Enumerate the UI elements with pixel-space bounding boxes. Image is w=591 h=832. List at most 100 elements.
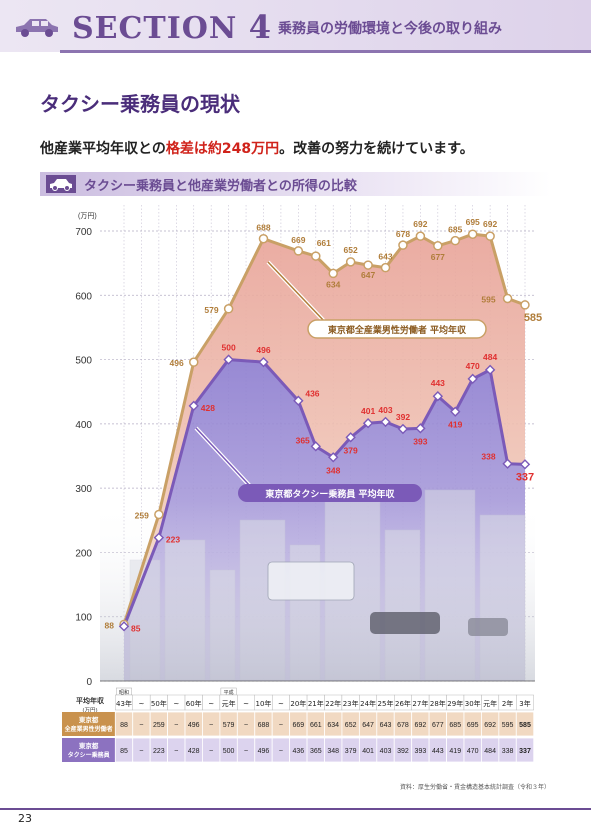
source-note: 資料：厚生労働省・賃金構造基本統計調査（令和３年） [400,784,551,791]
legend-label-all-industry: 東京都全産業男性労働者 平均年収 [328,324,467,336]
point-all-industry [363,260,373,270]
x-label-cell [516,694,534,711]
era-marker: 昭和 [119,689,129,696]
point-all-industry [188,357,199,367]
table-cell: 585 [519,722,531,729]
point-taxi-drivers [258,356,269,368]
point-taxi-drivers [380,416,391,428]
point-taxi-drivers [432,391,444,402]
bus-shape [267,561,355,601]
point-taxi-drivers [519,459,531,470]
y-tick-label: 0 [86,677,92,688]
point-all-industry [485,231,495,241]
table-cell: 393 [415,748,427,755]
label-all-industry: 678 [396,229,410,239]
x-tick-label: ~ [278,700,284,708]
x-tick-label: 24年 [360,699,376,708]
point-all-industry [311,251,321,261]
label-taxi-drivers: 470 [466,361,480,371]
table-cell: ~ [244,748,248,755]
label-all-industry: 579 [204,305,218,315]
table-cell: 685 [449,722,461,729]
label-taxi-drivers: 338 [481,452,495,462]
label-all-industry: 88 [105,620,115,630]
x-tick-label: ~ [208,700,214,708]
table-cell-bg [515,737,535,763]
label-all-industry: 677 [431,252,445,262]
point-taxi-drivers [345,432,356,443]
point-taxi-drivers [397,423,409,435]
page-title: タクシー乗務員の現状 [40,92,240,116]
chart-title: タクシー乗務員と他産業労働者との所得の比較 [84,179,357,194]
footer-rule [0,808,591,810]
table-cell: 579 [223,722,235,729]
point-taxi-drivers [293,395,304,406]
table-cell: 403 [380,748,392,755]
table-cell-bg [515,711,535,737]
label-taxi-drivers: 337 [516,471,534,483]
table-row-header-unit: (万円) [82,707,97,714]
x-tick-label: 3年 [519,699,530,708]
table-cell: 669 [293,722,305,729]
point-taxi-drivers [328,452,339,463]
y-tick-label: 400 [75,420,92,431]
lead-highlight: 格差は約248万円 [165,141,280,157]
point-taxi-drivers [362,418,374,429]
table-cell: 428 [188,748,200,755]
point-all-industry [223,304,234,314]
table-cell: ~ [174,748,178,755]
table-cell: 379 [345,748,357,755]
y-tick-label: 300 [75,484,92,495]
point-all-industry [433,241,443,251]
label-all-industry: 692 [413,219,427,229]
label-all-industry: 669 [291,235,305,245]
point-all-industry [154,509,164,520]
x-tick-label: 29年 [447,699,463,708]
point-all-industry [467,229,478,239]
y-tick-label: 100 [75,613,92,624]
point-all-industry [398,240,408,250]
point-taxi-drivers [502,458,513,469]
section-header-band: SECTION 4 乗務員の労働環境と今後の取り組み [0,0,591,52]
table-cell: 365 [310,748,322,755]
table-cell: 401 [362,748,374,755]
table-row-label: タクシー乗務員 [68,751,110,759]
table-cell: ~ [209,748,213,755]
era-marker: 平成 [224,689,234,696]
label-taxi-drivers: 392 [396,412,410,422]
table-cell: 223 [153,748,165,755]
x-tick-label: 30年 [465,699,481,708]
point-all-industry [450,235,461,246]
y-axis-unit: (万円) [78,212,97,220]
table-cell: ~ [279,722,283,729]
table-cell: ~ [209,722,213,729]
x-tick-label: 26年 [395,699,411,708]
label-taxi-drivers: 496 [256,345,270,355]
label-all-industry: 688 [256,223,270,233]
x-tick-label: 60年 [186,699,202,708]
point-all-industry [293,246,304,256]
label-taxi-drivers: 500 [222,343,236,353]
label-all-industry: 661 [317,238,331,248]
table-cell: ~ [139,748,143,755]
label-all-industry: 634 [326,279,340,289]
point-taxi-drivers [310,441,321,452]
x-tick-label: 元年 [483,699,497,708]
label-all-industry: 695 [466,217,480,227]
x-tick-label: 23年 [343,699,359,708]
table-cell: 661 [310,722,322,729]
table-cell: 652 [345,722,357,729]
page-number: 23 [18,812,32,825]
callout-taxi-drivers [238,484,422,502]
x-tick-label: ~ [138,700,144,708]
label-taxi-drivers: 419 [448,420,462,430]
x-tick-label: 27年 [412,699,428,708]
table-cell: 695 [467,722,479,729]
label-taxi-drivers: 428 [201,403,215,413]
point-all-industry [258,233,269,244]
section-word: SECTION [72,11,238,46]
x-tick-label: 43年 [116,699,132,708]
label-all-industry: 685 [448,225,462,235]
point-taxi-drivers [153,532,165,543]
